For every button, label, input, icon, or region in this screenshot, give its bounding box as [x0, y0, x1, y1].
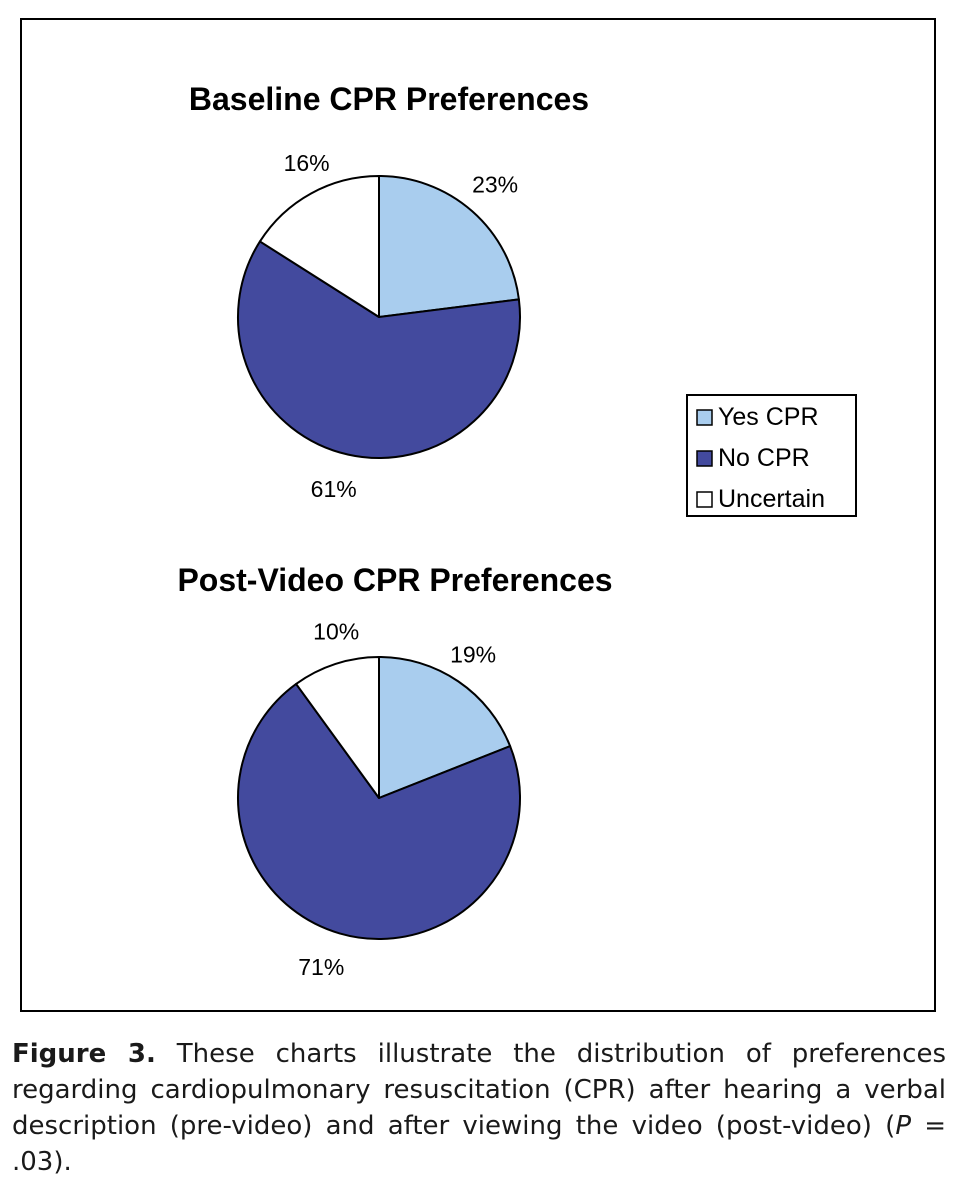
legend-label-uncertain: Uncertain — [718, 485, 825, 513]
post-video-chart-title: Post-Video CPR Preferences — [177, 562, 612, 598]
post-video-pie-slice-yes-cpr — [378, 656, 512, 799]
legend-label-no-cpr: No CPR — [718, 444, 810, 472]
legend-box — [686, 394, 857, 517]
pie-charts-figure: Baseline CPR Preferences 23% 61% 16% Post-V… — [177, 81, 857, 980]
post-video-pie-chart: Post-Video CPR Preferences 19% 71% 10% — [177, 562, 612, 980]
post-video-slice-label-uncertain: 10% — [313, 618, 359, 644]
baseline-pie-slice-uncertain — [258, 175, 380, 318]
caption-figure-label: Figure 3. — [12, 1039, 156, 1069]
legend: Yes CPR No CPR Uncertain — [686, 394, 857, 517]
figure-frame: Baseline CPR Preferences 23% 61% 16% Post-V… — [20, 18, 936, 1012]
legend-swatch-uncertain — [696, 491, 713, 508]
caption-p-symbol: P — [895, 1111, 911, 1141]
caption-text-end: = .03). — [12, 1111, 946, 1177]
caption-text: These charts illustrate the distribution… — [12, 1039, 946, 1141]
legend-swatch-yes-cpr — [696, 409, 713, 426]
post-video-pie-slice-uncertain — [295, 656, 380, 799]
baseline-pie-chart: Baseline CPR Preferences 23% 61% 16% — [189, 81, 589, 502]
legend-label-yes-cpr: Yes CPR — [718, 403, 819, 431]
post-video-slice-label-yes-cpr: 19% — [450, 642, 496, 668]
baseline-pie-slice-no-cpr — [237, 240, 521, 459]
figure-caption: Figure 3. These charts illustrate the di… — [12, 1036, 946, 1180]
baseline-slice-label-yes-cpr: 23% — [472, 172, 518, 198]
post-video-pie-slice-no-cpr — [237, 682, 521, 940]
baseline-chart-title: Baseline CPR Preferences — [189, 81, 589, 117]
post-video-slice-label-no-cpr: 71% — [298, 954, 344, 980]
legend-swatch-no-cpr — [696, 450, 713, 467]
baseline-slice-label-no-cpr: 61% — [311, 476, 357, 502]
baseline-slice-label-uncertain: 16% — [284, 150, 330, 176]
baseline-pie-slice-yes-cpr — [378, 175, 520, 318]
